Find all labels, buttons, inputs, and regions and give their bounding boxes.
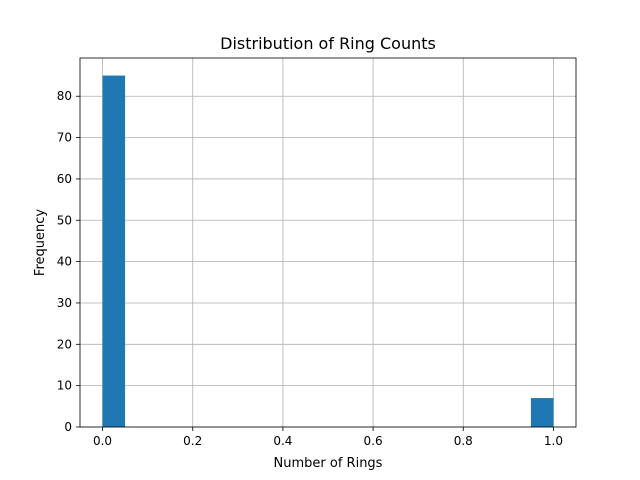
plot-frame xyxy=(79,57,577,428)
y-tick-label: 10 xyxy=(57,379,72,393)
x-tick-label: 0.6 xyxy=(364,434,383,448)
histogram-bar xyxy=(530,398,554,427)
y-tick-label: 50 xyxy=(57,213,72,227)
y-tick-label: 40 xyxy=(57,255,72,269)
x-tick-label: 0.4 xyxy=(273,434,292,448)
y-tick-label: 0 xyxy=(64,420,72,434)
x-tick-label: 0.8 xyxy=(454,434,473,448)
x-tick-label: 1.0 xyxy=(544,434,563,448)
x-tick-label: 0.2 xyxy=(183,434,202,448)
x-axis-ticks: 0.0 0.2 0.4 0.6 0.8 1.0 xyxy=(93,427,563,448)
histogram-bars xyxy=(102,75,554,428)
x-axis-label: Number of Rings xyxy=(274,456,383,471)
y-axis-ticks: 0 10 20 30 40 50 60 70 80 xyxy=(57,89,80,434)
chart-title: Distribution of Ring Counts xyxy=(220,34,436,53)
y-tick-label: 60 xyxy=(57,172,72,186)
y-axis-label: Frequency xyxy=(33,209,48,276)
grid-lines xyxy=(80,58,576,428)
x-tick-label: 0.0 xyxy=(93,434,112,448)
y-tick-label: 70 xyxy=(57,131,72,145)
y-tick-label: 20 xyxy=(57,337,72,351)
y-tick-label: 30 xyxy=(57,296,72,310)
histogram-bar xyxy=(102,75,126,428)
y-tick-label: 80 xyxy=(57,89,72,103)
